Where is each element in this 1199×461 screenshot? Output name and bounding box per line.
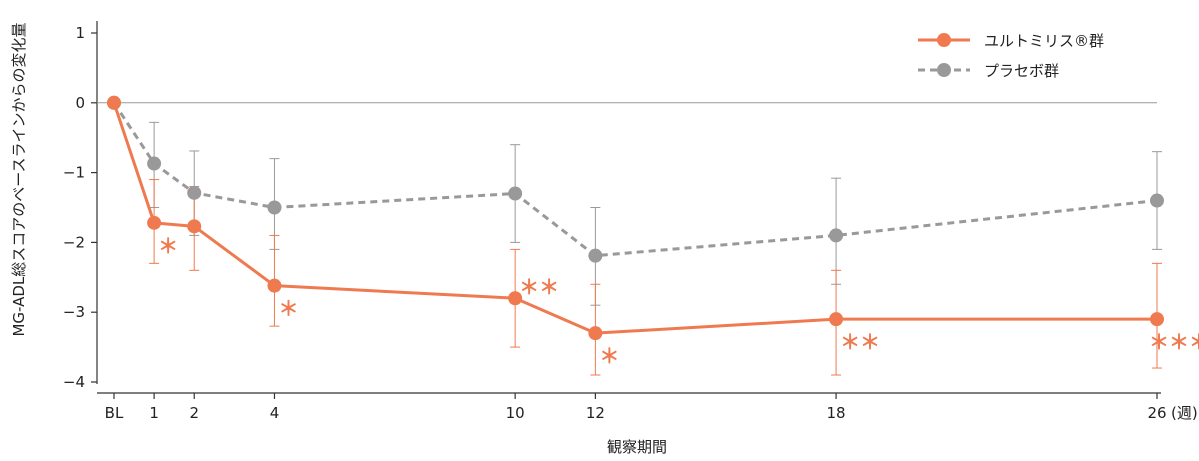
y-tick-label: −3 (63, 303, 85, 321)
legend-marker (937, 63, 951, 77)
data-point (508, 291, 523, 306)
data-point (1150, 193, 1164, 208)
x-axis-unit: (週) (1171, 404, 1198, 422)
data-point (829, 312, 844, 327)
x-tick-label: 26 (1147, 404, 1166, 422)
data-point (187, 219, 202, 234)
data-point (588, 248, 603, 263)
x-tick-label: 2 (189, 404, 199, 422)
data-points (107, 95, 1164, 341)
significance-marker: ＊ (158, 234, 178, 258)
axes: 10−1−2−3−4BL 1 2 4 10 12 18 26 (63, 21, 1167, 422)
significance-marker: ＊＊ (519, 275, 559, 299)
legend-marker (937, 33, 951, 47)
x-tick-label: 10 (506, 404, 525, 422)
error-bars (149, 121, 1162, 376)
x-tick-label: 1 (149, 404, 159, 422)
significance-markers: ＊＊＊＊＊＊＊＊＊＊ (158, 234, 1199, 368)
series-lines (112, 101, 1158, 335)
data-point (267, 278, 282, 293)
significance-marker: ＊＊＊ (1149, 330, 1199, 354)
data-point (829, 228, 844, 243)
legend-label: ユルトミリス®群 (984, 32, 1104, 50)
significance-marker: ＊ (278, 297, 298, 321)
y-tick-label: −4 (63, 373, 85, 391)
x-axis-label: 観察期間 (607, 438, 667, 456)
y-tick-label: −1 (63, 164, 85, 182)
x-tick-label: 12 (586, 404, 605, 422)
data-point (147, 215, 162, 230)
legend-label: プラセボ群 (984, 62, 1059, 80)
data-point (1150, 312, 1164, 327)
significance-marker: ＊＊ (840, 330, 880, 354)
y-axis-label: MG-ADL総スコアのベースラインからの変化量 (10, 22, 28, 336)
x-tick-label: 18 (827, 404, 846, 422)
x-tick-label: 4 (270, 404, 280, 422)
data-point (147, 156, 162, 171)
data-point (588, 326, 603, 341)
data-point (107, 95, 121, 110)
data-point (267, 200, 282, 215)
series-line (112, 101, 1158, 258)
significance-marker: ＊ (599, 344, 619, 368)
y-tick-label: 0 (75, 94, 85, 112)
y-tick-label: −2 (63, 233, 85, 251)
x-tick-label: BL (105, 404, 124, 422)
y-tick-label: 1 (75, 24, 85, 42)
data-point (508, 186, 523, 201)
data-point (187, 185, 202, 200)
